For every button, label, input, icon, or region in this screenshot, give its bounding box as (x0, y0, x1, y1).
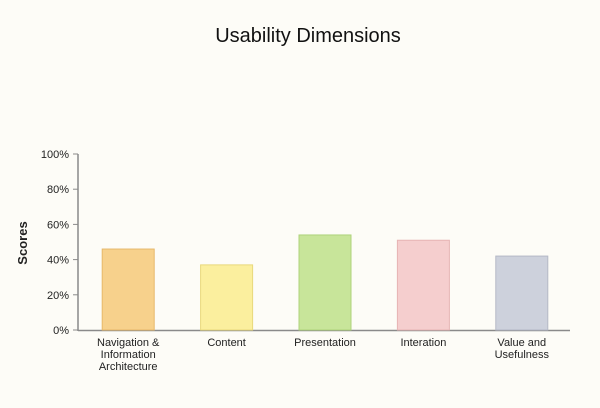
category-label-line: Information (101, 349, 156, 361)
bar (495, 255, 549, 331)
y-tick-label: 60% (47, 219, 69, 231)
axes: 0% 20% 40% 60% 80% 100% (41, 149, 570, 337)
y-tick-label: 100% (41, 149, 69, 161)
category-label-line: Architecture (99, 361, 158, 373)
chart-title: Usability Dimensions (215, 25, 401, 47)
bar (200, 264, 254, 331)
bars (101, 234, 549, 331)
bar (101, 248, 155, 331)
category-label-line: Presentation (294, 337, 356, 349)
category-label-line: Navigation & (97, 337, 160, 349)
category-labels: Navigation & Information Architecture Conte… (97, 337, 549, 373)
y-tick-label: 0% (53, 325, 69, 337)
category-label-line: Value and (497, 337, 546, 349)
category-label: Presentation (294, 337, 356, 349)
category-label-line: Content (207, 337, 246, 349)
y-tick-label: 40% (47, 255, 69, 267)
category-label: Navigation & Information Architecture (97, 337, 160, 373)
bar (396, 239, 450, 331)
category-label: Value and Usefulness (495, 337, 550, 361)
y-tick-label: 80% (47, 184, 69, 196)
category-label-line: Usefulness (495, 349, 550, 361)
category-label: Interation (400, 337, 446, 349)
y-axis-label: Scores (15, 221, 30, 264)
category-label: Content (207, 337, 246, 349)
y-tick-label: 20% (47, 290, 69, 302)
bar (298, 234, 352, 331)
category-label-line: Interation (400, 337, 446, 349)
